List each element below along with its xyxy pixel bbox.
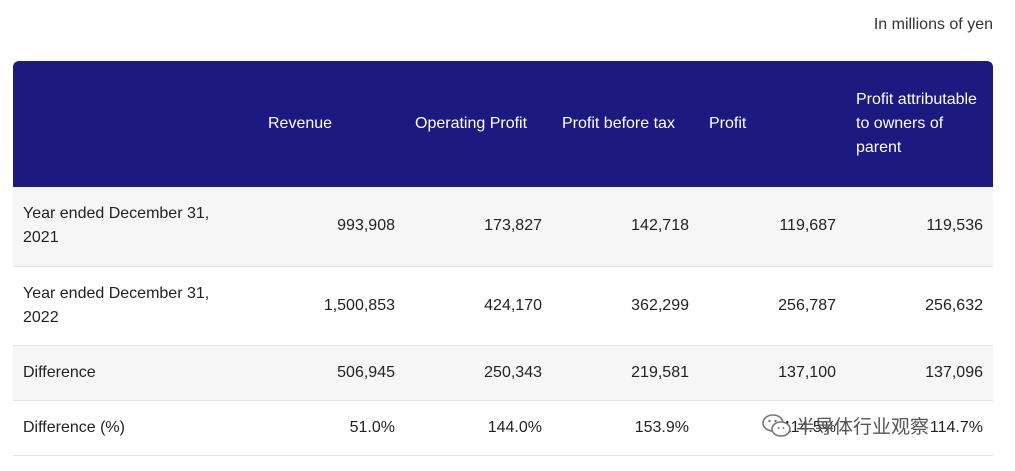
cell-operating-profit: 144.0%: [405, 400, 552, 456]
cell-profit: 114.5%: [699, 400, 846, 456]
cell-profit-before-tax: 142,718: [552, 187, 699, 267]
watermark-text: 半导体行业观察: [796, 416, 930, 438]
table-body: Year ended December 31, 2021 993,908 173…: [13, 187, 993, 456]
cell-profit-attributable: 256,632: [846, 266, 993, 346]
row-label: Difference: [13, 345, 258, 401]
table-row: Year ended December 31, 2022 1,500,853 4…: [13, 266, 993, 346]
row-label: Year ended December 31, 2021: [13, 187, 258, 267]
table-header: Revenue Operating Profit Profit before t…: [13, 61, 993, 187]
table-row: Year ended December 31, 2021 993,908 173…: [13, 187, 993, 267]
cell-revenue: 506,945: [258, 345, 405, 401]
cell-operating-profit: 250,343: [405, 345, 552, 401]
table-row: Difference (%) 51.0% 144.0% 153.9% 114.5…: [13, 400, 993, 456]
header-profit: Profit: [709, 115, 747, 132]
financial-results-table: Revenue Operating Profit Profit before t…: [13, 61, 993, 456]
cell-revenue: 51.0%: [258, 400, 405, 456]
cell-profit: 137,100: [699, 345, 846, 401]
header-profit-attributable-to-owners: Profit attributable to owners of parent: [856, 91, 977, 156]
watermark: 半导体行业观察: [762, 412, 929, 439]
cell-operating-profit: 424,170: [405, 266, 552, 346]
cell-profit: 119,687: [699, 187, 846, 267]
cell-profit: 256,787: [699, 266, 846, 346]
cell-profit-attributable: 114.7%: [846, 400, 993, 456]
unit-note: In millions of yen: [873, 16, 993, 33]
table-row: Difference 506,945 250,343 219,581 137,1…: [13, 345, 993, 401]
cell-revenue: 993,908: [258, 187, 405, 267]
cell-revenue: 1,500,853: [258, 266, 405, 346]
row-label: Year ended December 31, 2022: [13, 266, 258, 346]
header-profit-before-tax: Profit before tax: [562, 115, 675, 132]
cell-profit-before-tax: 153.9%: [552, 400, 699, 456]
header-row: Revenue Operating Profit Profit before t…: [13, 61, 993, 187]
wechat-icon: [762, 413, 792, 439]
header-operating-profit: Operating Profit: [415, 115, 528, 132]
cell-operating-profit: 173,827: [405, 187, 552, 267]
cell-profit-attributable: 137,096: [846, 345, 993, 401]
header-revenue: Revenue: [268, 115, 333, 132]
cell-profit-attributable: 119,536: [846, 187, 993, 267]
cell-profit-before-tax: 362,299: [552, 266, 699, 346]
row-label: Difference (%): [13, 400, 258, 456]
header-empty-cell: [13, 61, 258, 187]
cell-profit-before-tax: 219,581: [552, 345, 699, 401]
